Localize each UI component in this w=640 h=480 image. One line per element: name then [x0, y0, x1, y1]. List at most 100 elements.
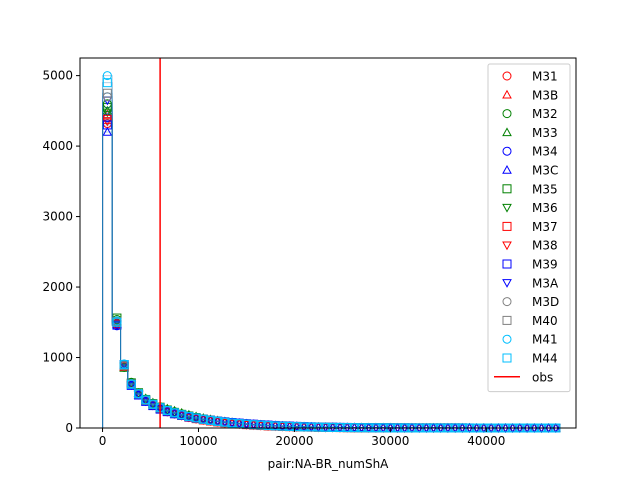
- legend-entry-M33: M33: [502, 126, 558, 140]
- legend-label: M39: [532, 258, 558, 272]
- data-point: [241, 420, 252, 430]
- legend-marker: [502, 353, 512, 363]
- data-point: [299, 422, 309, 432]
- data-point: [313, 423, 324, 432]
- data-point: [176, 411, 187, 421]
- legend-entry-M32: M32: [502, 107, 558, 121]
- data-point: [133, 391, 144, 400]
- legend-marker: [502, 259, 512, 269]
- data-point: [102, 78, 112, 88]
- data-point: [102, 120, 112, 130]
- data-point: [263, 421, 273, 431]
- legend-marker: [502, 203, 512, 213]
- y-tick-label: 5000: [42, 69, 73, 83]
- data-point: [112, 317, 122, 327]
- data-point: [102, 88, 112, 98]
- data-point: [198, 413, 209, 422]
- x-tick-label: 20000: [275, 434, 313, 448]
- legend-entry-M3B: M3B: [502, 88, 558, 102]
- legend-marker: [502, 279, 512, 288]
- y-tick-label: 4000: [42, 139, 73, 153]
- data-point: [184, 413, 194, 422]
- legend: M31 M3B M32 M33 M34 M3C M35 M36 M37 M38 M39 M3A M3D M…: [487, 63, 571, 393]
- legend-label: M36: [532, 201, 558, 215]
- legend-label: M32: [532, 107, 558, 121]
- data-point: [191, 413, 201, 423]
- legend-label: M33: [532, 126, 558, 140]
- legend-entry-M3D: M3D: [502, 295, 559, 309]
- data-point: [292, 422, 302, 432]
- data-point: [148, 399, 158, 409]
- legend-entry-M35: M35: [502, 182, 558, 196]
- legend-label: M40: [532, 314, 558, 328]
- data-point: [321, 422, 331, 432]
- data-point: [191, 411, 201, 421]
- legend-entry-M39: M39: [502, 258, 558, 272]
- axes: 0 10000 20000 30000 40000 0 1000 2000 3000 4000 50…: [42, 69, 505, 448]
- data-point: [148, 401, 158, 411]
- data-point: [102, 114, 112, 124]
- data-point: [169, 409, 180, 419]
- data-point: [102, 126, 113, 136]
- data-point: [162, 407, 173, 417]
- legend-label: M37: [532, 220, 558, 234]
- legend-label: obs: [532, 370, 553, 384]
- data-point: [119, 360, 129, 370]
- legend-entry-M31: M31: [502, 70, 558, 84]
- data-point: [169, 408, 179, 418]
- x-tick-label: 40000: [467, 434, 505, 448]
- legend-entry-M41: M41: [502, 333, 558, 347]
- legend-marker: [502, 241, 512, 251]
- data-point: [198, 414, 208, 424]
- data-point: [227, 418, 237, 428]
- legend-marker: [502, 315, 512, 325]
- data-point: [299, 422, 309, 432]
- legend-label: M3C: [532, 164, 558, 178]
- legend-marker: [502, 89, 512, 99]
- legend-marker: [502, 146, 512, 156]
- legend-entry-M40: M40: [502, 314, 558, 328]
- y-tick-label: 2000: [42, 280, 73, 294]
- data-point: [234, 420, 245, 430]
- legend-entry-M3C: M3C: [502, 164, 558, 178]
- legend-marker: [502, 71, 512, 81]
- axes-frame: [79, 57, 577, 429]
- legend-entry-M44: M44: [502, 352, 558, 366]
- data-point: [205, 415, 215, 425]
- legend-marker: [502, 127, 512, 137]
- x-tick-label: 0: [99, 434, 107, 448]
- data-point: [162, 406, 172, 416]
- legend-label: M44: [532, 352, 558, 366]
- legend-label: M3B: [532, 88, 558, 102]
- data-point: [220, 419, 230, 428]
- data-point: [306, 422, 316, 432]
- legend-marker: [502, 164, 512, 174]
- data-point: [102, 71, 112, 81]
- data-point: [140, 397, 151, 407]
- legend-marker: [502, 297, 512, 307]
- legend-entry-M3A: M3A: [502, 276, 559, 290]
- legend-entry-M36: M36: [502, 201, 558, 215]
- x-tick-label: 10000: [179, 434, 217, 448]
- data-point: [102, 108, 113, 118]
- legend-entry-obs: obs: [494, 370, 553, 384]
- data-point: [134, 389, 144, 399]
- data-point: [119, 362, 129, 372]
- data-point: [291, 422, 302, 432]
- legend-entry-M37: M37: [502, 220, 558, 234]
- data-point: [102, 117, 113, 127]
- data-point: [213, 416, 223, 426]
- y-tick-label: 0: [65, 421, 73, 435]
- legend-label: M41: [532, 333, 558, 347]
- legend-marker: [502, 221, 512, 231]
- legend-label: M3A: [532, 276, 559, 290]
- data-point: [220, 417, 230, 427]
- data-point: [227, 419, 237, 429]
- legend-label: M31: [532, 70, 558, 84]
- data-point: [328, 422, 338, 432]
- data-point: [306, 423, 317, 432]
- legend-box: [487, 63, 571, 393]
- data-point: [126, 381, 137, 391]
- y-tick-label: 1000: [42, 351, 73, 365]
